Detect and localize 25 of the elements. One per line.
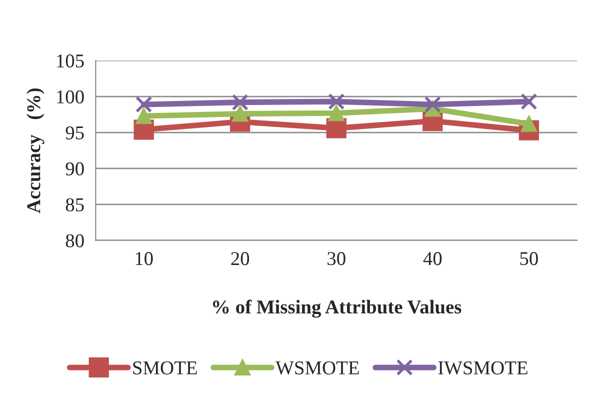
point bbox=[136, 108, 152, 124]
y-tick-label: 100 bbox=[57, 90, 84, 104]
x-axis-title: % of Missing Attribute Values bbox=[213, 300, 462, 318]
point bbox=[520, 93, 538, 110]
x-tick-label: 10 bbox=[136, 252, 153, 266]
point bbox=[328, 105, 344, 122]
legend-label: IWSMOTE bbox=[438, 361, 528, 375]
point bbox=[424, 96, 441, 113]
legend-label: SMOTE bbox=[133, 361, 197, 374]
y-tick-label: 90 bbox=[66, 162, 84, 176]
x-tick-label: 20 bbox=[231, 252, 250, 266]
y-tick-label: 105 bbox=[57, 54, 84, 68]
y-tick-label: 85 bbox=[66, 198, 84, 212]
point bbox=[135, 96, 152, 113]
y-axis-title: Accuracy (%) bbox=[26, 88, 44, 214]
point bbox=[326, 118, 346, 138]
point bbox=[328, 93, 345, 110]
point bbox=[232, 106, 248, 122]
x-tick-label: 30 bbox=[328, 252, 346, 266]
y-tick-label: 80 bbox=[66, 234, 84, 248]
point bbox=[232, 94, 248, 111]
x-tick-label: 50 bbox=[520, 252, 538, 266]
legend-label: WSMOTE bbox=[276, 361, 359, 375]
y-tick-label: 95 bbox=[66, 126, 84, 140]
x-tick-label: 40 bbox=[423, 252, 442, 266]
